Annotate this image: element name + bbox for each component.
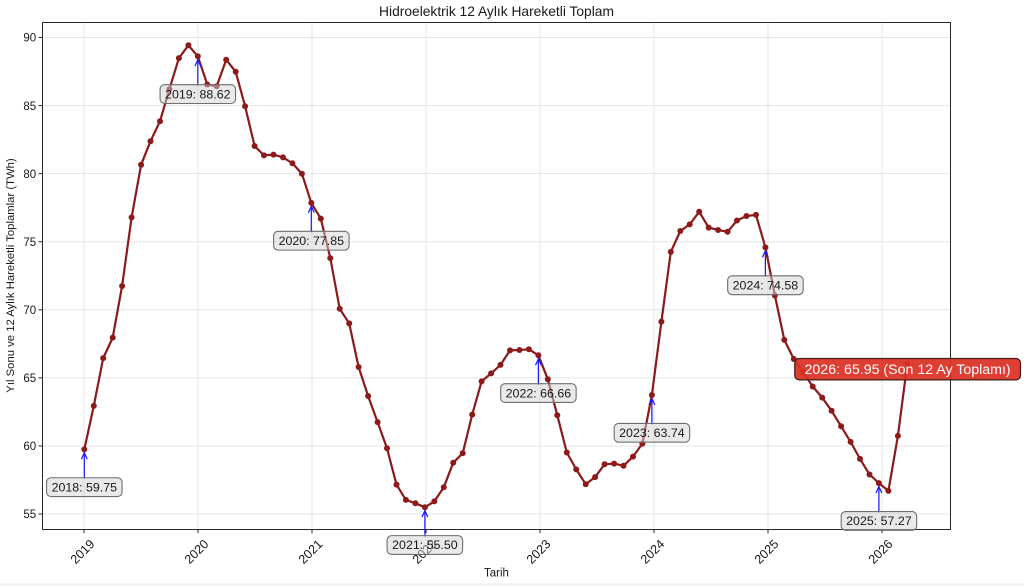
svg-text:2023: 63.74: 2023: 63.74: [619, 426, 685, 440]
svg-text:Yıl Sonu ve 12 Aylık Hareketli: Yıl Sonu ve 12 Aylık Hareketli Toplamlar…: [5, 158, 17, 393]
svg-text:2021: 55.50: 2021: 55.50: [392, 538, 458, 552]
svg-text:65: 65: [23, 373, 36, 385]
svg-text:Hidroelektrik 12 Aylık Hareket: Hidroelektrik 12 Aylık Hareketli Toplam: [379, 4, 614, 19]
svg-text:2026: 65.95 (Son 12 Ay Toplamı: 2026: 65.95 (Son 12 Ay Toplamı): [805, 362, 1011, 378]
svg-text:90: 90: [23, 33, 36, 45]
svg-text:2022: 66.66: 2022: 66.66: [506, 386, 572, 400]
svg-text:85: 85: [23, 101, 36, 113]
svg-text:75: 75: [23, 237, 36, 249]
svg-text:70: 70: [23, 305, 36, 317]
svg-text:60: 60: [23, 441, 36, 453]
svg-text:2025: 57.27: 2025: 57.27: [846, 514, 912, 528]
svg-text:Tarih: Tarih: [484, 567, 509, 579]
svg-text:2019: 88.62: 2019: 88.62: [165, 87, 231, 101]
svg-text:55: 55: [23, 509, 36, 521]
svg-text:2024: 74.58: 2024: 74.58: [733, 278, 799, 292]
svg-text:2018: 59.75: 2018: 59.75: [52, 480, 118, 494]
svg-text:2020: 77.85: 2020: 77.85: [279, 234, 345, 248]
svg-text:80: 80: [23, 169, 36, 181]
